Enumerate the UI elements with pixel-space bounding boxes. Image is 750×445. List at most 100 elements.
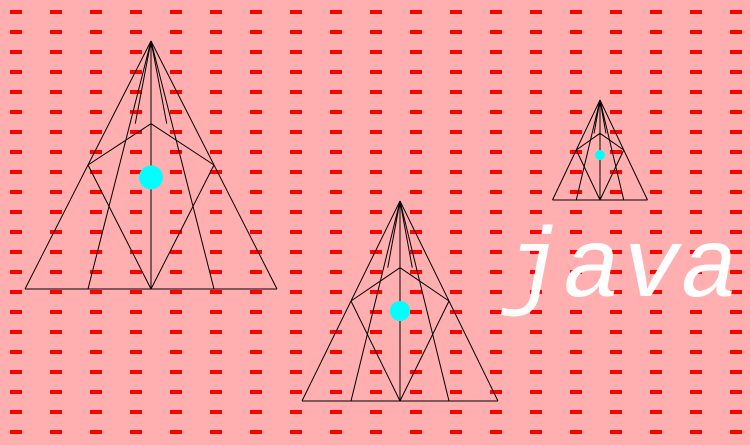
red-dash bbox=[410, 210, 422, 214]
red-dash bbox=[250, 390, 262, 394]
tree-line bbox=[399, 200, 413, 268]
red-dash bbox=[10, 110, 22, 114]
red-dash bbox=[50, 150, 62, 154]
red-dash bbox=[130, 270, 142, 274]
red-dash bbox=[570, 250, 582, 254]
red-dash bbox=[250, 130, 262, 134]
red-dash bbox=[290, 430, 302, 434]
red-dash bbox=[530, 130, 542, 134]
red-dash bbox=[610, 290, 622, 294]
red-dash bbox=[170, 330, 182, 334]
red-dash bbox=[730, 190, 742, 194]
red-dash bbox=[50, 350, 62, 354]
red-dash bbox=[170, 70, 182, 74]
red-dash bbox=[330, 30, 342, 34]
red-dash bbox=[450, 410, 462, 414]
red-dash bbox=[210, 270, 222, 274]
red-dash bbox=[490, 190, 502, 194]
red-dash bbox=[450, 350, 462, 354]
red-dash bbox=[650, 410, 662, 414]
red-dash bbox=[130, 30, 142, 34]
red-dash bbox=[650, 370, 662, 374]
red-dash bbox=[730, 110, 742, 114]
red-dash bbox=[170, 190, 182, 194]
red-dash bbox=[290, 210, 302, 214]
red-dash bbox=[610, 110, 622, 114]
red-dash bbox=[690, 410, 702, 414]
red-dash bbox=[50, 30, 62, 34]
red-dash bbox=[650, 10, 662, 14]
red-dash bbox=[330, 10, 342, 14]
red-dash bbox=[490, 330, 502, 334]
red-dash bbox=[50, 230, 62, 234]
red-dash bbox=[210, 250, 222, 254]
red-dash bbox=[250, 190, 262, 194]
red-dash bbox=[650, 30, 662, 34]
red-dash bbox=[90, 30, 102, 34]
red-dash bbox=[250, 270, 262, 274]
red-dash bbox=[330, 250, 342, 254]
red-dash bbox=[170, 310, 182, 314]
red-dash bbox=[570, 290, 582, 294]
red-dash bbox=[170, 230, 182, 234]
red-dash bbox=[570, 410, 582, 414]
red-dash bbox=[690, 270, 702, 274]
red-dash bbox=[650, 150, 662, 154]
red-dash bbox=[370, 290, 382, 294]
red-dash bbox=[730, 390, 742, 394]
red-dash bbox=[410, 370, 422, 374]
red-dash bbox=[730, 230, 742, 234]
red-dash bbox=[290, 150, 302, 154]
red-dash bbox=[250, 70, 262, 74]
red-dash bbox=[650, 230, 662, 234]
red-dash bbox=[570, 70, 582, 74]
red-dash bbox=[170, 290, 182, 294]
red-dash bbox=[130, 230, 142, 234]
red-dash bbox=[570, 110, 582, 114]
red-dash bbox=[10, 50, 22, 54]
red-dash bbox=[530, 170, 542, 174]
red-dash bbox=[210, 310, 222, 314]
red-dash bbox=[730, 50, 742, 54]
red-dash bbox=[530, 90, 542, 94]
tree-line bbox=[150, 164, 215, 290]
red-dash bbox=[330, 90, 342, 94]
red-dash bbox=[650, 290, 662, 294]
red-dash bbox=[490, 210, 502, 214]
red-dash bbox=[490, 410, 502, 414]
red-dash bbox=[90, 230, 102, 234]
red-dash bbox=[50, 270, 62, 274]
red-dash bbox=[250, 290, 262, 294]
red-dash bbox=[650, 130, 662, 134]
red-dash bbox=[490, 90, 502, 94]
red-dash bbox=[410, 330, 422, 334]
red-dash bbox=[450, 30, 462, 34]
red-dash bbox=[490, 130, 502, 134]
red-dash bbox=[610, 130, 622, 134]
red-dash bbox=[410, 110, 422, 114]
red-dash bbox=[10, 350, 22, 354]
red-dash bbox=[370, 270, 382, 274]
red-dash bbox=[610, 430, 622, 434]
red-dash bbox=[650, 90, 662, 94]
red-dash bbox=[370, 150, 382, 154]
red-dash bbox=[450, 310, 462, 314]
red-dash bbox=[530, 210, 542, 214]
tree-line bbox=[599, 132, 625, 151]
red-dash bbox=[170, 370, 182, 374]
red-dash bbox=[410, 310, 422, 314]
red-dash bbox=[330, 390, 342, 394]
red-dash bbox=[130, 350, 142, 354]
red-dash bbox=[730, 70, 742, 74]
red-dash bbox=[330, 170, 342, 174]
red-dash bbox=[90, 410, 102, 414]
red-dash bbox=[90, 390, 102, 394]
red-dash bbox=[650, 330, 662, 334]
red-dash bbox=[410, 290, 422, 294]
tree-line bbox=[387, 200, 401, 268]
red-dash bbox=[250, 210, 262, 214]
red-dash bbox=[170, 210, 182, 214]
red-dash bbox=[450, 70, 462, 74]
red-dash bbox=[370, 10, 382, 14]
red-dash bbox=[410, 50, 422, 54]
